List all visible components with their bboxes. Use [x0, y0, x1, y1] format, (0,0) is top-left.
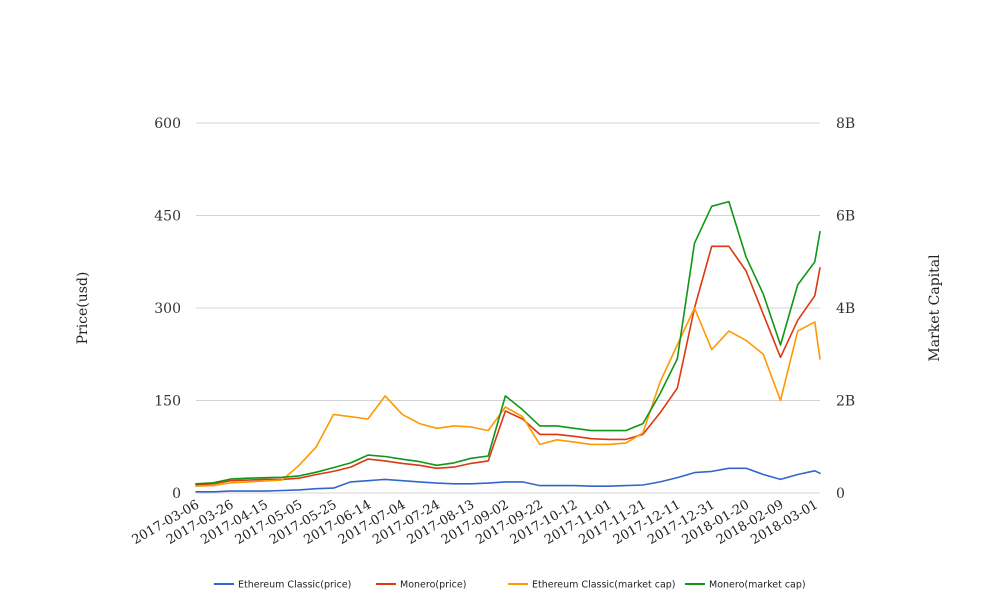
y-tick-label-left: 450 — [154, 209, 181, 225]
y-axis-right-ticks: 0 2B 4B 6B 8B — [836, 116, 855, 502]
y-tick-label-left: 0 — [172, 486, 181, 502]
legend-label-monero-market-cap: Monero(market cap) — [709, 580, 806, 591]
y-tick-label-right: 6B — [836, 209, 855, 225]
series-line-ethereum-classic-market-cap — [195, 307, 821, 487]
y-tick-label-left: 150 — [154, 394, 181, 410]
series-lines — [195, 200, 821, 493]
y-tick-label-right: 8B — [836, 116, 855, 132]
y-tick-label-right: 4B — [836, 301, 855, 317]
y-tick-label-right: 0 — [836, 486, 845, 502]
series-line-monero-price — [195, 245, 821, 486]
series-line-monero-market-cap — [195, 200, 821, 485]
y-tick-label-left: 300 — [154, 301, 181, 317]
legend-label-ethereum-classic-price: Ethereum Classic(price) — [238, 580, 351, 591]
y-tick-label-right: 2B — [836, 394, 855, 410]
grid-lines — [196, 122, 820, 494]
y-tick-label-left: 600 — [154, 116, 181, 132]
legend-label-ethereum-classic-market-cap: Ethereum Classic(market cap) — [532, 580, 676, 591]
legend: Ethereum Classic(price) Monero(price) Ethe… — [214, 580, 806, 591]
y-axis-left-ticks: 0 150 300 450 600 — [154, 116, 181, 502]
y-axis-left-title: Price(usd) — [75, 272, 91, 345]
series-line-ethereum-classic-price — [195, 467, 821, 493]
legend-label-monero-price: Monero(price) — [400, 580, 466, 591]
x-axis-ticks: 2017-03-062017-03-262017-04-152017-05-05… — [130, 497, 821, 547]
y-axis-right-title: Market Capital — [927, 254, 943, 362]
